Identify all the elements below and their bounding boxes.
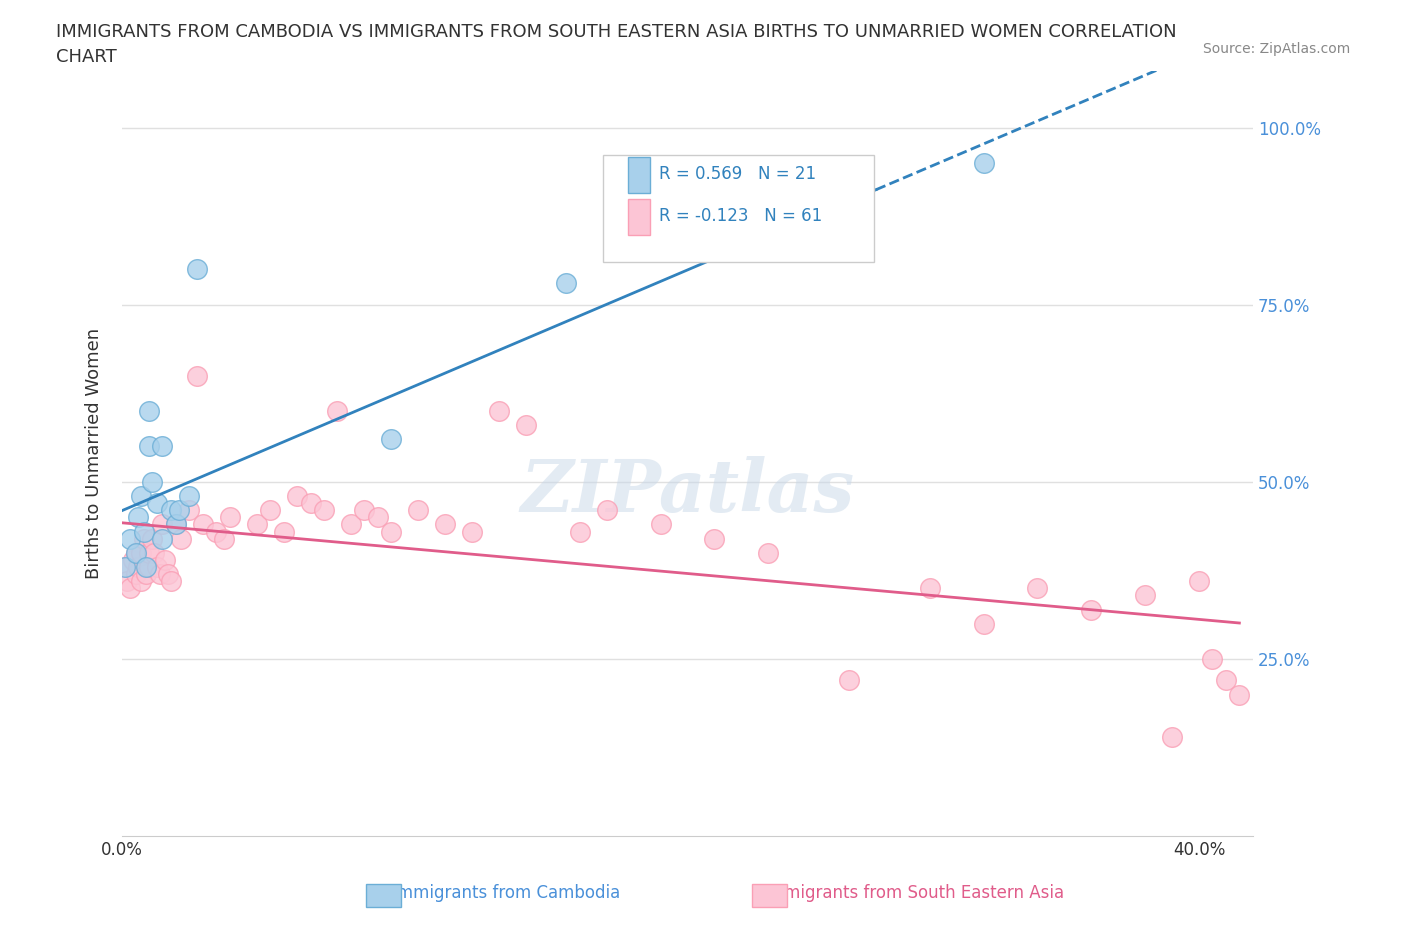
Point (159, 574, 181, 589)
Text: ZIPatlas: ZIPatlas (520, 457, 855, 527)
Point (165, 517, 187, 532)
Point (135, 560, 157, 575)
Point (138, 545, 160, 560)
Point (205, 525, 228, 539)
Point (285, 488, 308, 503)
Point (299, 496, 322, 511)
Point (132, 525, 155, 539)
Point (568, 525, 591, 539)
Point (918, 581, 941, 596)
Point (117, 574, 139, 589)
Point (129, 574, 152, 589)
Point (129, 545, 152, 560)
Point (756, 545, 779, 560)
Point (214, 531, 236, 546)
Point (124, 545, 146, 560)
Point (353, 503, 375, 518)
Point (1026, 581, 1049, 596)
Point (326, 404, 349, 418)
Point (127, 510, 149, 525)
Point (167, 503, 190, 518)
Point (179, 488, 201, 503)
Point (141, 474, 163, 489)
Point (650, 517, 672, 532)
Point (1161, 730, 1184, 745)
Point (149, 566, 172, 581)
Point (973, 617, 995, 631)
Point (141, 531, 163, 546)
Point (146, 496, 169, 511)
FancyBboxPatch shape (627, 156, 650, 193)
Point (1080, 602, 1102, 617)
Point (1215, 673, 1237, 688)
Point (1188, 574, 1211, 589)
Point (152, 531, 174, 546)
Point (156, 566, 179, 581)
Point (152, 439, 174, 454)
Point (380, 525, 402, 539)
Text: R = 0.569   N = 21: R = 0.569 N = 21 (659, 166, 817, 183)
Point (138, 404, 160, 418)
Point (488, 404, 510, 418)
FancyBboxPatch shape (603, 155, 875, 262)
Point (121, 552, 143, 567)
Point (973, 155, 995, 170)
Point (143, 545, 166, 560)
Point (1227, 687, 1250, 702)
Point (218, 510, 240, 525)
Point (129, 488, 152, 503)
Point (138, 560, 160, 575)
Point (340, 517, 363, 532)
Text: R = -0.123   N = 61: R = -0.123 N = 61 (659, 207, 823, 225)
Point (120, 581, 142, 596)
Point (380, 432, 402, 446)
Point (838, 673, 860, 688)
Point (273, 525, 295, 539)
Point (152, 517, 174, 532)
Point (165, 517, 187, 532)
Point (461, 525, 484, 539)
Point (127, 560, 149, 575)
Point (246, 517, 269, 532)
Point (186, 262, 208, 277)
Point (120, 531, 142, 546)
Point (179, 503, 201, 518)
Point (703, 531, 725, 546)
Point (595, 503, 617, 518)
Text: IMMIGRANTS FROM CAMBODIA VS IMMIGRANTS FROM SOUTH EASTERN ASIA BIRTHS TO UNMARRI: IMMIGRANTS FROM CAMBODIA VS IMMIGRANTS F… (56, 23, 1177, 41)
Point (406, 503, 429, 518)
Point (434, 517, 457, 532)
Point (191, 517, 214, 532)
Text: Source: ZipAtlas.com: Source: ZipAtlas.com (1202, 42, 1350, 56)
Point (259, 503, 281, 518)
Point (132, 531, 155, 546)
FancyBboxPatch shape (627, 199, 650, 235)
Point (124, 566, 146, 581)
Point (515, 418, 537, 432)
Text: Immigrants from South Eastern Asia: Immigrants from South Eastern Asia (763, 884, 1064, 902)
Point (312, 503, 335, 518)
Point (153, 552, 176, 567)
Text: CHART: CHART (56, 48, 117, 66)
Point (1201, 652, 1223, 667)
Point (170, 531, 193, 546)
Point (146, 560, 169, 575)
Point (124, 545, 146, 560)
Point (159, 503, 181, 518)
Point (367, 510, 389, 525)
Point (135, 566, 157, 581)
Point (1133, 588, 1156, 603)
Point (114, 560, 136, 575)
Y-axis label: Births to Unmarried Women: Births to Unmarried Women (86, 328, 103, 579)
Point (114, 560, 136, 575)
Point (138, 439, 160, 454)
Point (186, 368, 208, 383)
Text: Immigrants from Cambodia: Immigrants from Cambodia (392, 884, 620, 902)
Point (555, 276, 578, 291)
